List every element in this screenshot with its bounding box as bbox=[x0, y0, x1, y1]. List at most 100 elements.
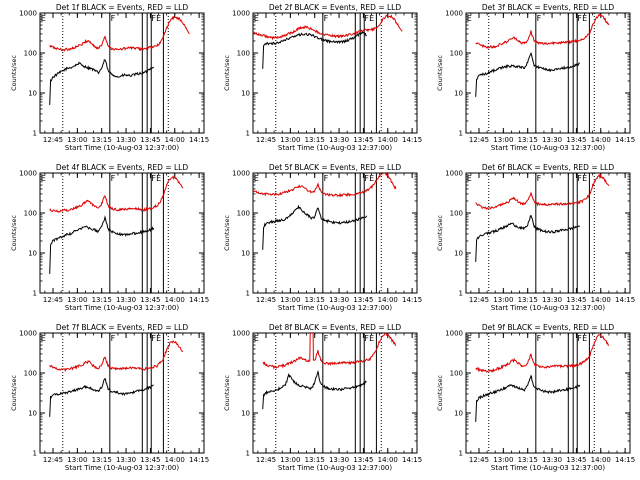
lld-series-line bbox=[262, 333, 397, 370]
panel-title: Det 8f BLACK = Events, RED = LLD bbox=[269, 323, 402, 332]
panel-title: Det 4f BLACK = Events, RED = LLD bbox=[56, 163, 189, 172]
y-axis-label: Counts/sec bbox=[436, 375, 444, 411]
x-tick-label: 13:45 bbox=[566, 136, 586, 144]
flag-marker: F bbox=[324, 174, 329, 183]
lld-series-line bbox=[475, 334, 610, 373]
flag-marker: E bbox=[41, 334, 46, 343]
x-tick-label: 14:00 bbox=[165, 136, 185, 144]
plot-frame bbox=[252, 332, 418, 454]
x-tick-label: 14:00 bbox=[378, 456, 398, 464]
events-series-line bbox=[475, 51, 580, 97]
x-tick-label: 13:15 bbox=[518, 296, 538, 304]
plot-frame bbox=[39, 172, 205, 294]
detector-panel: Det 9f BLACK = Events, RED = LLD 1 10 100 10… bbox=[436, 323, 635, 472]
flag-marker: E bbox=[582, 14, 587, 23]
x-tick-label: 14:15 bbox=[402, 456, 422, 464]
y-tick-label: 100 bbox=[450, 370, 463, 378]
y-tick-label: 1 bbox=[246, 450, 250, 458]
detector-panel: Det 1f BLACK = Events, RED = LLD 1 10 100 10… bbox=[10, 3, 209, 152]
flag-marker: E bbox=[467, 174, 472, 183]
y-tick-label: 1000 bbox=[19, 330, 37, 338]
y-tick-label: 1 bbox=[33, 130, 37, 138]
y-tick-label: 1 bbox=[33, 290, 37, 298]
x-tick-label: 13:45 bbox=[566, 296, 586, 304]
x-tick-label: 13:00 bbox=[67, 136, 87, 144]
detector-panel: Det 5f BLACK = Events, RED = LLD 1 10 100 10… bbox=[223, 163, 422, 312]
flag-marker: F bbox=[364, 334, 369, 343]
y-axis-label: Counts/sec bbox=[436, 55, 444, 91]
x-tick-label: 13:30 bbox=[542, 296, 562, 304]
y-axis-label: Counts/sec bbox=[223, 215, 231, 251]
y-tick-label: 100 bbox=[237, 370, 250, 378]
x-axis-label: Start Time (10-Aug-03 12:37:00) bbox=[491, 464, 605, 472]
x-axis-label: Start Time (10-Aug-03 12:37:00) bbox=[65, 144, 179, 152]
y-tick-label: 1 bbox=[459, 450, 463, 458]
flag-marker: E bbox=[41, 174, 46, 183]
panel-title: Det 6f BLACK = Events, RED = LLD bbox=[482, 163, 615, 172]
flag-marker: F bbox=[151, 174, 156, 183]
flag-marker: F bbox=[537, 334, 542, 343]
y-tick-label: 10 bbox=[28, 250, 37, 258]
x-tick-label: 12:45 bbox=[469, 456, 489, 464]
x-tick-label: 12:45 bbox=[469, 296, 489, 304]
plot-frame bbox=[465, 172, 631, 294]
x-tick-label: 14:00 bbox=[165, 296, 185, 304]
x-tick-label: 14:15 bbox=[615, 296, 635, 304]
flag-marker: E bbox=[467, 14, 472, 23]
x-tick-label: 13:30 bbox=[116, 456, 136, 464]
x-tick-label: 12:45 bbox=[256, 136, 276, 144]
y-tick-label: 1000 bbox=[445, 10, 463, 18]
y-tick-label: 10 bbox=[241, 90, 250, 98]
detector-panel: Det 7f BLACK = Events, RED = LLD 1 10 100 10… bbox=[10, 323, 209, 472]
detector-panel: Det 8f BLACK = Events, RED = LLD 1 10 100 10… bbox=[223, 323, 422, 472]
lld-series-line bbox=[253, 173, 397, 198]
x-tick-label: 13:30 bbox=[116, 136, 136, 144]
events-series-line bbox=[49, 377, 154, 417]
y-axis-label: Counts/sec bbox=[223, 375, 231, 411]
x-tick-label: 12:45 bbox=[43, 456, 63, 464]
y-tick-label: 100 bbox=[237, 210, 250, 218]
x-tick-label: 13:30 bbox=[542, 136, 562, 144]
flag-marker: E bbox=[369, 14, 374, 23]
events-series-line bbox=[262, 204, 368, 250]
x-tick-label: 13:45 bbox=[140, 296, 160, 304]
x-tick-label: 14:00 bbox=[591, 456, 611, 464]
x-tick-label: 13:00 bbox=[280, 136, 300, 144]
flag-marker: F bbox=[577, 334, 582, 343]
panel-title: Det 5f BLACK = Events, RED = LLD bbox=[269, 163, 402, 172]
x-tick-label: 13:00 bbox=[493, 136, 513, 144]
y-tick-label: 10 bbox=[241, 410, 250, 418]
x-tick-label: 14:15 bbox=[189, 456, 209, 464]
y-tick-label: 1 bbox=[459, 290, 463, 298]
plot-frame bbox=[39, 12, 205, 134]
flag-marker: E bbox=[156, 174, 161, 183]
flag-marker: E bbox=[254, 14, 259, 23]
detector-panel: Det 3f BLACK = Events, RED = LLD 1 10 100 10… bbox=[436, 3, 635, 152]
y-tick-label: 10 bbox=[454, 410, 463, 418]
flag-marker: F bbox=[537, 174, 542, 183]
x-tick-label: 13:45 bbox=[353, 136, 373, 144]
panel-title: Det 9f BLACK = Events, RED = LLD bbox=[482, 323, 615, 332]
y-axis-label: Counts/sec bbox=[10, 375, 18, 411]
y-tick-label: 10 bbox=[454, 250, 463, 258]
x-tick-label: 13:00 bbox=[67, 296, 87, 304]
x-tick-label: 13:00 bbox=[493, 456, 513, 464]
plot-frame bbox=[465, 12, 631, 134]
x-tick-label: 13:30 bbox=[329, 136, 349, 144]
y-tick-label: 1 bbox=[459, 130, 463, 138]
lld-series-line bbox=[253, 14, 403, 41]
y-tick-label: 1 bbox=[33, 450, 37, 458]
y-axis-label: Counts/sec bbox=[10, 55, 18, 91]
x-tick-label: 13:15 bbox=[305, 456, 325, 464]
x-tick-label: 13:45 bbox=[353, 296, 373, 304]
x-tick-label: 13:00 bbox=[493, 296, 513, 304]
x-tick-label: 12:45 bbox=[43, 296, 63, 304]
y-axis-label: Counts/sec bbox=[10, 215, 18, 251]
x-tick-label: 13:15 bbox=[305, 296, 325, 304]
y-axis-label: Counts/sec bbox=[223, 55, 231, 91]
x-tick-label: 13:30 bbox=[116, 296, 136, 304]
x-tick-label: 12:45 bbox=[256, 296, 276, 304]
panel-title: Det 2f BLACK = Events, RED = LLD bbox=[269, 3, 402, 12]
flag-marker: E bbox=[369, 334, 374, 343]
